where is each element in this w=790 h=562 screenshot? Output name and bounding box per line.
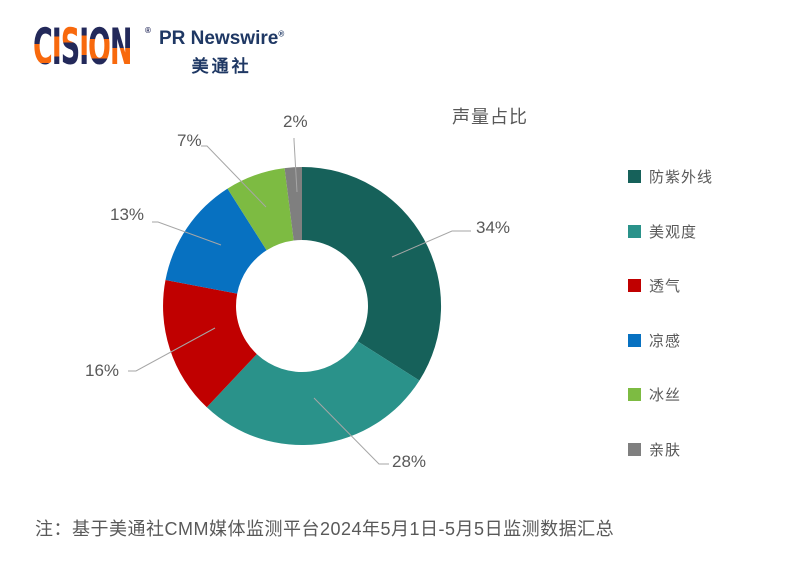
legend-label: 透气	[649, 278, 682, 295]
legend-swatch-icon	[628, 443, 641, 456]
legend-swatch-icon	[628, 225, 641, 238]
donut-slice-防紫外线	[302, 166, 442, 381]
donut-slice-美观度	[206, 341, 420, 446]
percent-label-凉感: 13%	[110, 205, 145, 224]
donut-slice-凉感	[165, 188, 267, 294]
donut-slice-透气	[163, 280, 257, 408]
pr-newswire-text: PR Newswire	[159, 28, 279, 49]
cision-trademark-icon: ®	[145, 26, 151, 35]
legend-label: 美观度	[649, 224, 698, 241]
legend-swatch-icon	[628, 334, 641, 347]
legend-swatch-icon	[628, 279, 641, 292]
legend-item-冰丝: 冰丝	[628, 384, 681, 405]
leader-line-亲肤	[293, 138, 298, 193]
cision-letter: C	[33, 18, 53, 76]
leader-line-凉感	[152, 221, 222, 246]
percent-label-冰丝: 7%	[177, 131, 202, 150]
cision-wordmark: CISION	[33, 22, 133, 72]
donut-slice-亲肤	[284, 167, 302, 241]
legend-item-透气: 透气	[628, 275, 681, 296]
leader-line-防紫外线	[391, 230, 471, 258]
legend-item-凉感: 凉感	[628, 330, 681, 351]
percent-label-透气: 16%	[85, 361, 120, 380]
percent-label-亲肤: 2%	[283, 112, 308, 131]
pr-newswire-logo: PR Newswire® 美通社	[159, 28, 284, 77]
legend-label: 防紫外线	[649, 169, 714, 186]
legend-swatch-icon	[628, 388, 641, 401]
cision-letter: I	[51, 18, 62, 76]
cision-logo: CISION ®	[33, 22, 215, 72]
leader-line-美观度	[313, 397, 389, 465]
legend-label: 冰丝	[649, 387, 682, 404]
pr-newswire-wordmark: PR Newswire®	[159, 28, 284, 50]
cision-letter: I	[79, 18, 89, 76]
cision-letter: O	[88, 18, 111, 76]
percent-label-防紫外线: 34%	[476, 218, 511, 237]
leader-line-冰丝	[201, 145, 267, 208]
legend-item-美观度: 美观度	[628, 221, 697, 242]
legend-swatch-icon	[628, 170, 641, 183]
legend-item-防紫外线: 防紫外线	[628, 166, 713, 187]
cision-letter: N	[109, 18, 133, 76]
legend-item-亲肤: 亲肤	[628, 439, 681, 460]
percent-label-美观度: 28%	[392, 452, 427, 471]
legend-label: 亲肤	[649, 442, 682, 459]
cision-letter: S	[60, 18, 80, 76]
leader-line-透气	[128, 327, 216, 372]
registered-mark-icon: ®	[278, 29, 285, 39]
donut-slice-冰丝	[227, 168, 294, 251]
chart-title: 声量占比	[452, 107, 528, 127]
legend-label: 凉感	[649, 333, 682, 350]
footnote: 注：基于美通社CMM媒体监测平台2024年5月1日-5月5日监测数据汇总	[35, 519, 615, 539]
logo-chinese-name: 美通社	[191, 57, 252, 76]
